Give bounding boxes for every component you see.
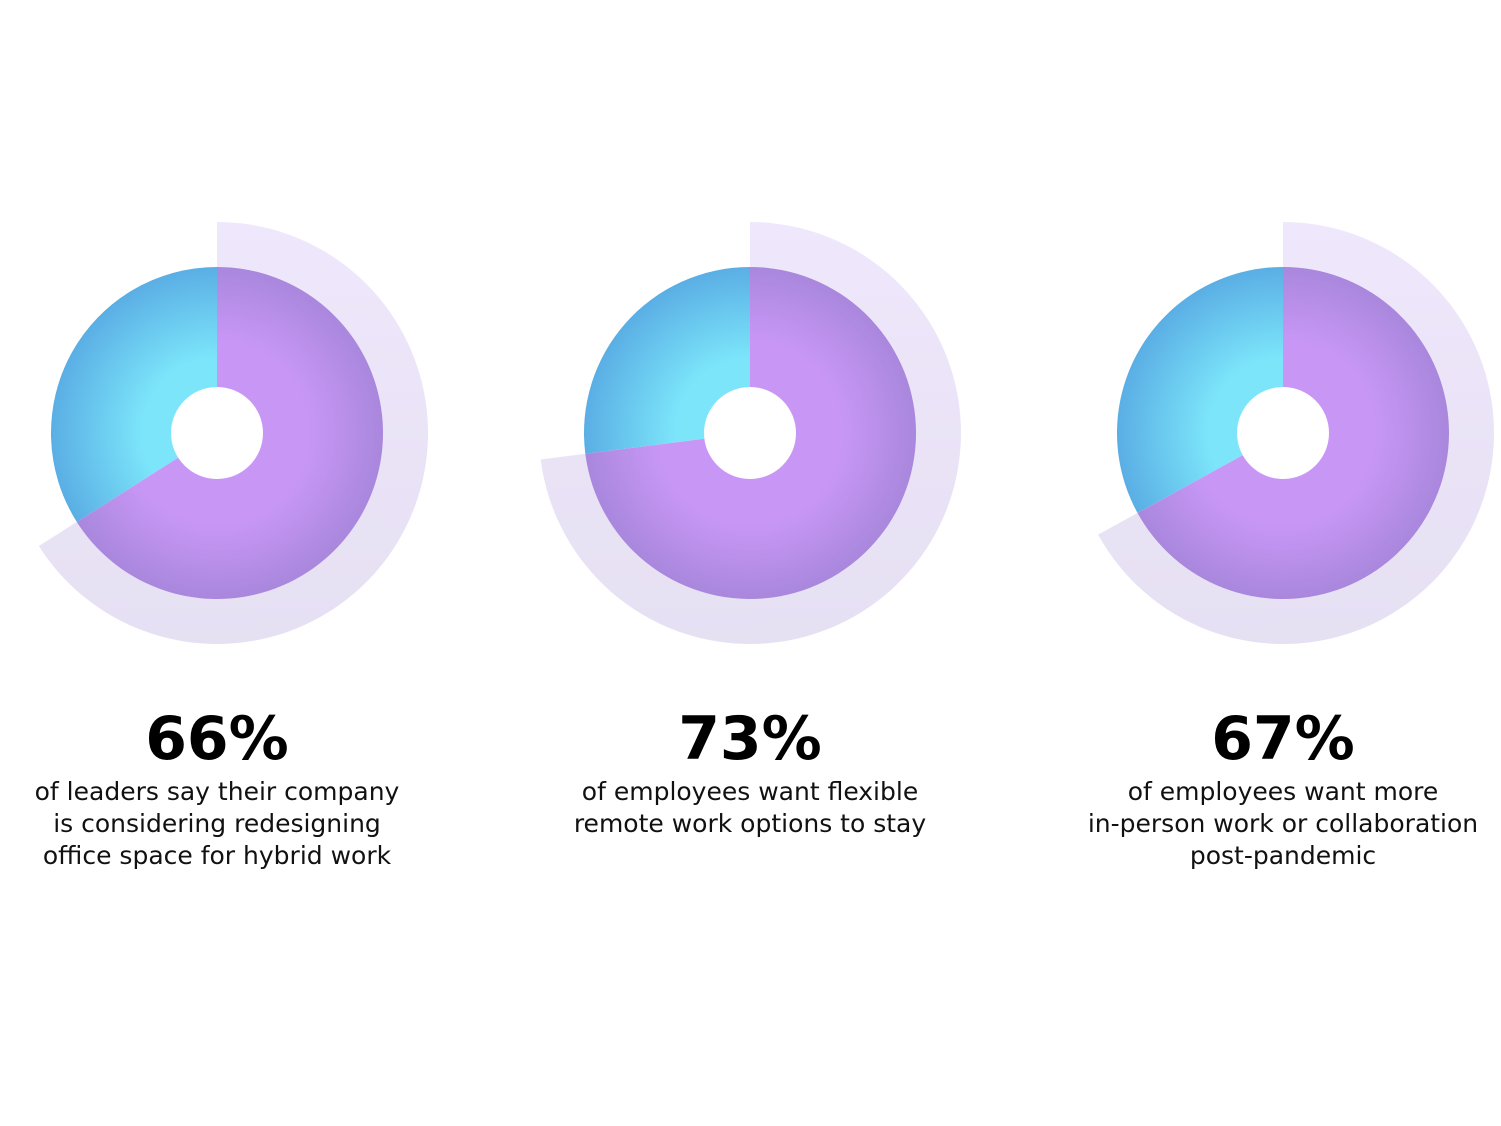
stat-panel-employees-in-person: 67% of employees want more in-person wor…: [1033, 0, 1501, 1126]
stat-description: of employees want flexible remote work o…: [500, 776, 1000, 840]
stat-panel-leaders-office-redesign: 66% of leaders say their company is cons…: [0, 0, 467, 1126]
stat-panel-employees-flexible-remote: 73% of employees want flexible remote wo…: [500, 0, 1000, 1126]
donut-center-hole: [171, 387, 263, 479]
donut-chart: [38, 222, 429, 644]
stat-description-line: office space for hybrid work: [42, 841, 392, 870]
stat-description-line: post-pandemic: [1189, 841, 1377, 870]
remainder-slice: [50, 267, 218, 522]
stat-percentage: 73%: [678, 704, 822, 774]
stat-description-line: in-person work or collaboration: [1087, 809, 1479, 838]
donut-center-hole: [1237, 387, 1329, 479]
stat-percentage: 66%: [145, 704, 289, 774]
remainder-slice: [584, 267, 750, 454]
stat-description-line: remote work options to stay: [573, 809, 927, 838]
donut-chart: [540, 222, 961, 644]
stat-percentage: 67%: [1211, 704, 1355, 774]
stat-description: of employees want more in-person work or…: [1033, 776, 1501, 872]
donut-center-hole: [704, 387, 796, 479]
stat-description-line: of employees want more: [1127, 777, 1439, 806]
stat-description-line: of employees want flexible: [581, 777, 919, 806]
donut-chart: [1098, 222, 1495, 644]
stat-description-line: is considering redesigning: [53, 809, 381, 838]
stat-description: of leaders say their company is consider…: [0, 776, 467, 872]
stat-description-line: of leaders say their company: [34, 777, 400, 806]
